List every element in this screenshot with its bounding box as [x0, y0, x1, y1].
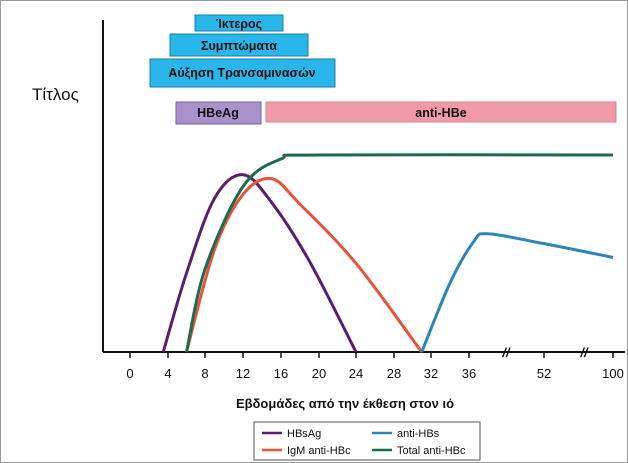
- x-tick-label: 24: [349, 366, 363, 381]
- axis-break-2: //: [579, 345, 589, 360]
- x-tick-label: 28: [387, 366, 401, 381]
- legend-label-total-anti-hbc: Total anti-HBc: [397, 445, 466, 457]
- x-tick-label: 4: [164, 366, 171, 381]
- x-tick-label: 52: [537, 366, 551, 381]
- x-tick-label: 36: [462, 366, 476, 381]
- x-ticks: 0 4 8 12 16 20 24 28 32 36 52 100: [126, 352, 624, 381]
- axis-breaks: // //: [501, 345, 589, 360]
- x-tick-label: 12: [236, 366, 250, 381]
- x-tick-label: 100: [602, 366, 624, 381]
- symptom-bar-transaminases-label: Αύξηση Τρανσαμινασών: [168, 66, 315, 80]
- legend: HBsAg IgM anti-HBc anti-HBs Total anti-H…: [253, 421, 481, 461]
- symptom-bars: Ίκτερος Συμπτώματα Αύξηση Τρανσαμινασών: [149, 14, 336, 88]
- symptom-bar-jaundice: [194, 14, 284, 32]
- marker-bar-hbeag: [175, 101, 262, 125]
- x-tick-label: 32: [424, 366, 438, 381]
- symptom-bar-jaundice-label: Ίκτερος: [216, 17, 262, 31]
- x-tick-label: 20: [312, 366, 326, 381]
- legend-label-anti-hbs: anti-HBs: [397, 428, 440, 440]
- marker-bars: HBeAg anti-HBe: [175, 101, 617, 125]
- legend-box: [253, 421, 481, 461]
- marker-bar-anti-hbe: [265, 101, 617, 123]
- marker-bar-anti-hbe-label: anti-HBe: [415, 106, 466, 120]
- series-line-igm-anti-hbc: [185, 176, 423, 353]
- symptom-bar-symptoms-label: Συμπτώματα: [201, 39, 277, 53]
- legend-label-hbsag: HBsAg: [287, 428, 321, 440]
- legend-label-igm-anti-hbc: IgM anti-HBc: [287, 445, 351, 457]
- x-tick-label: 0: [126, 366, 133, 381]
- y-axis-title: Τίτλος: [32, 85, 79, 104]
- series-layer: [161, 153, 614, 353]
- series-line-anti-hbs: [420, 232, 614, 353]
- x-tick-label: 8: [201, 366, 208, 381]
- axis-break-1: //: [501, 345, 511, 360]
- x-axis-title: Εβδομάδες από την έκθεση στον ιό: [236, 396, 454, 411]
- symptom-bar-transaminases: [149, 58, 336, 88]
- x-tick-label: 16: [274, 366, 288, 381]
- symptom-bar-symptoms: [169, 33, 309, 57]
- series-line-total-anti-hbc: [185, 153, 614, 353]
- series-line-hbsag: [161, 173, 358, 353]
- marker-bar-hbeag-label: HBeAg: [197, 106, 239, 120]
